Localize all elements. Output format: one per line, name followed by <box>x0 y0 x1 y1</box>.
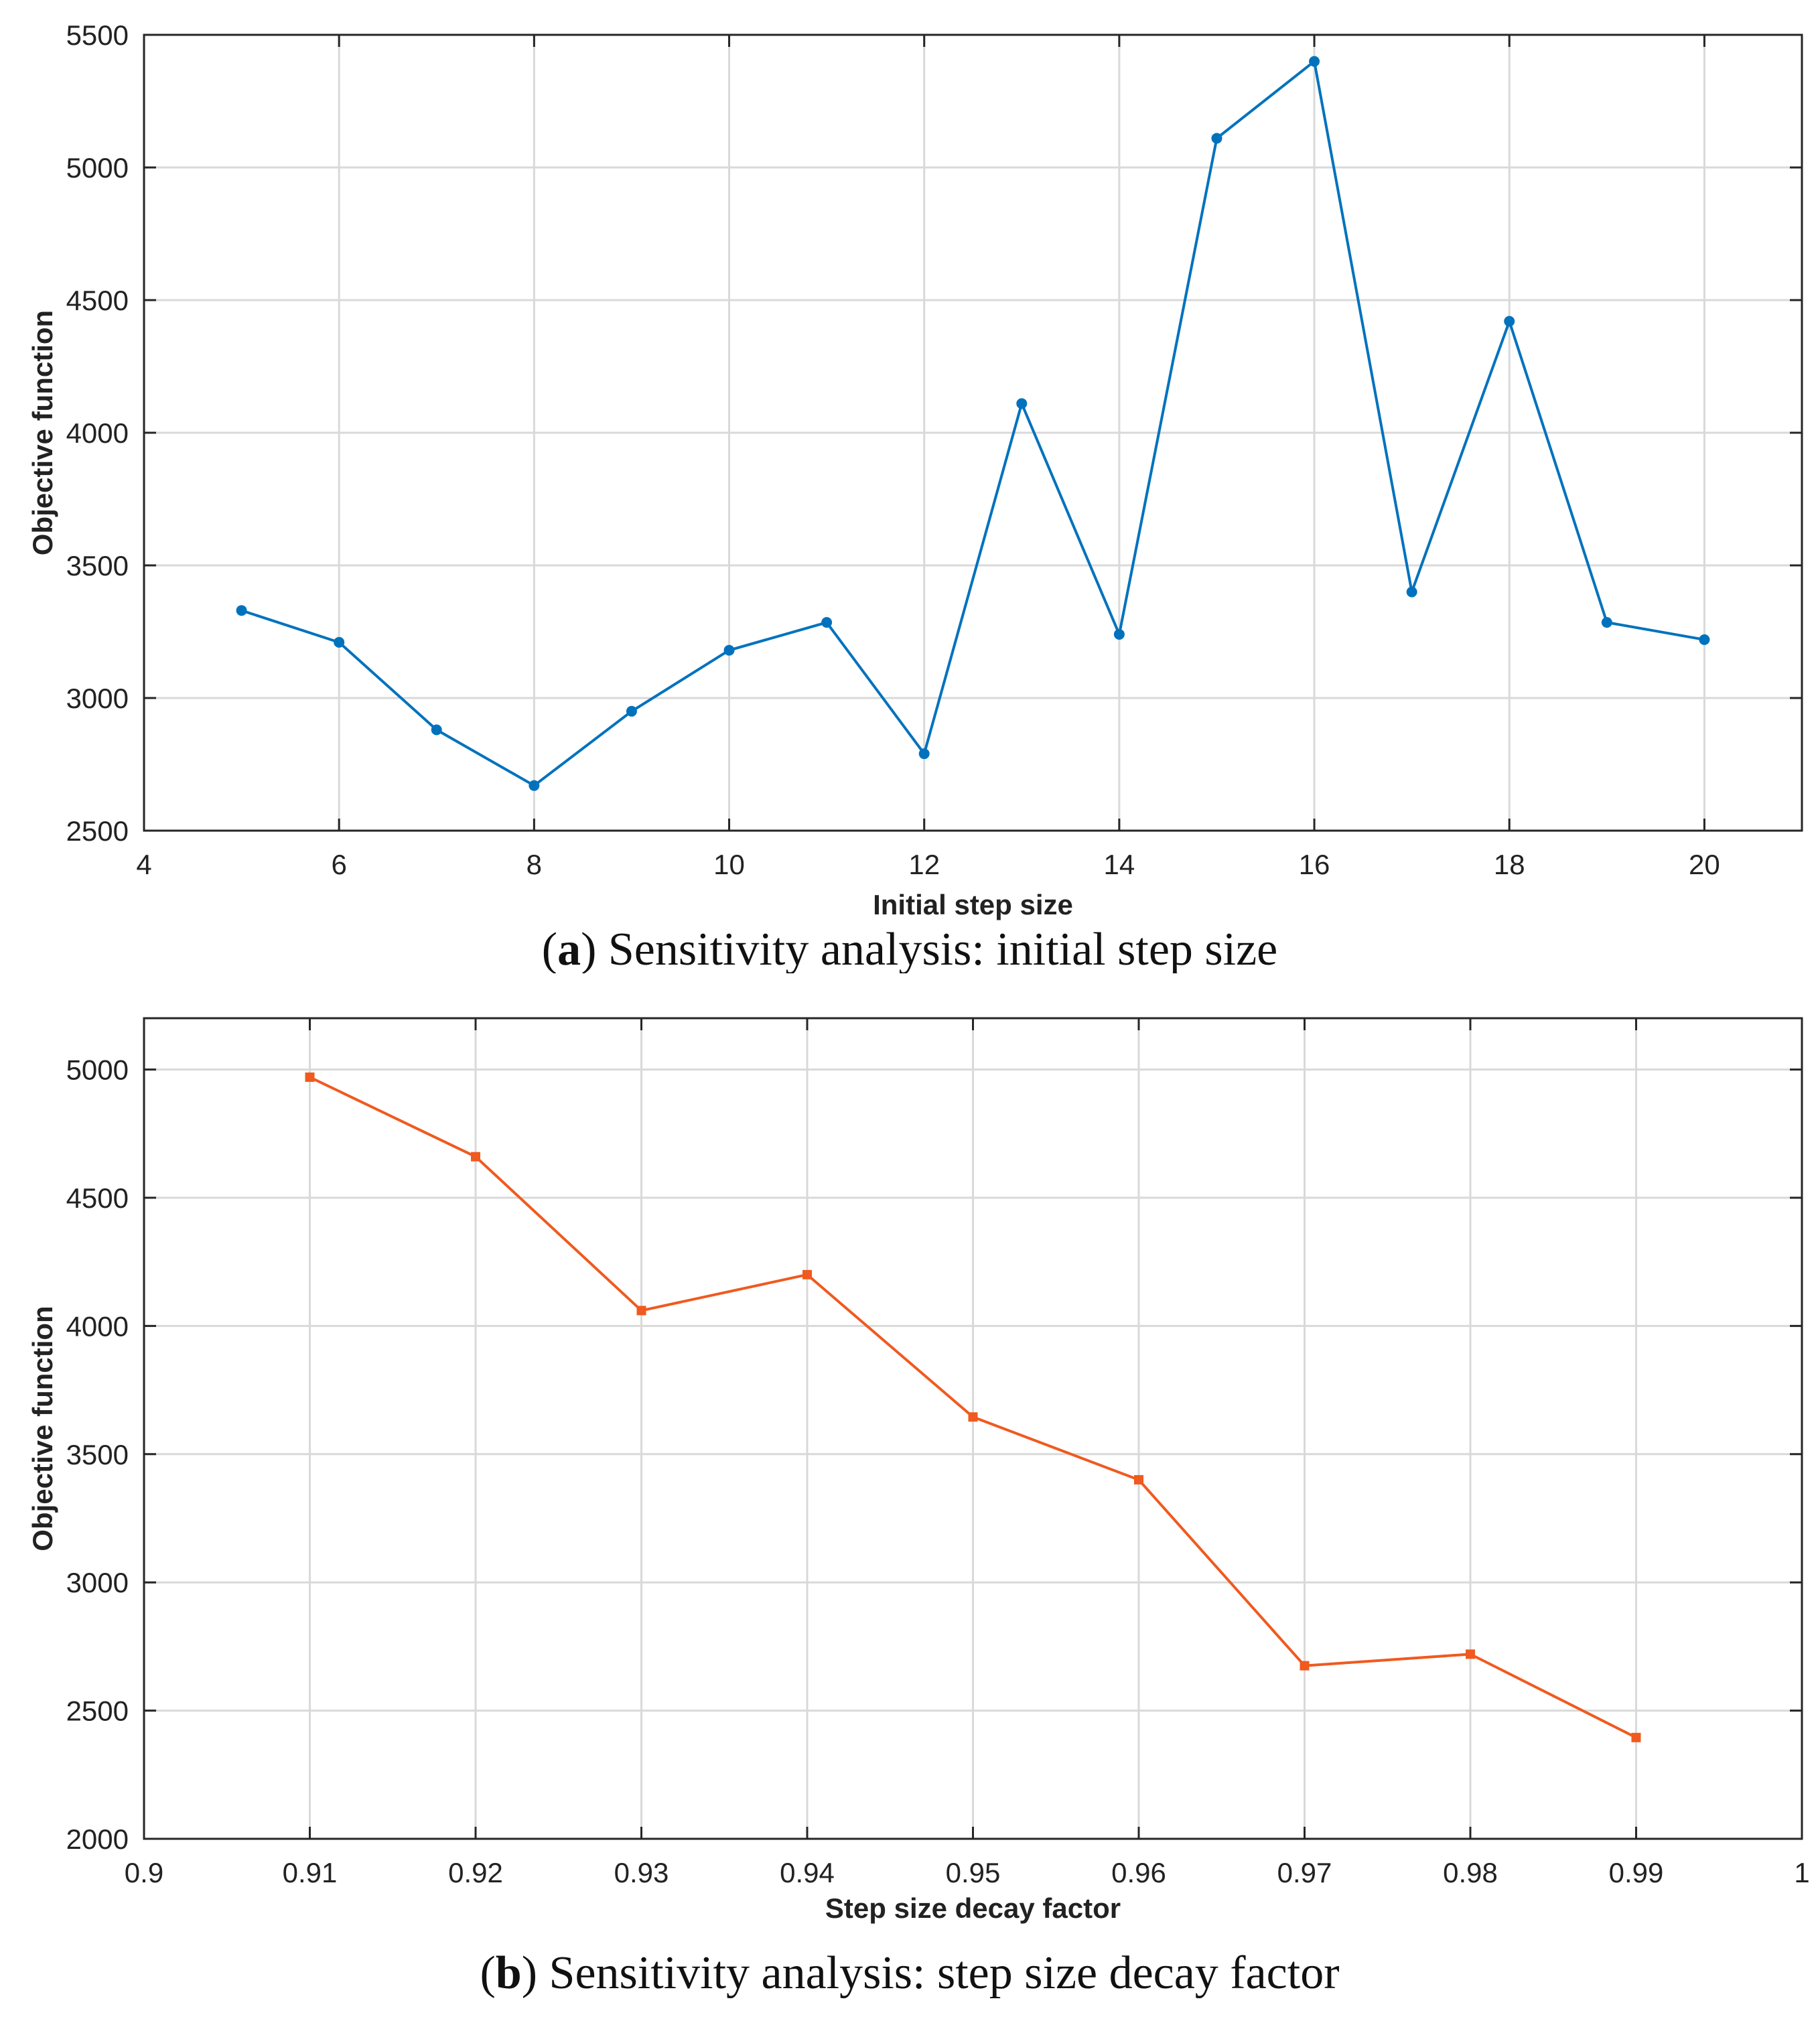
x-tick-label: 0.91 <box>283 1857 338 1888</box>
data-point <box>918 748 930 760</box>
data-point <box>431 724 442 736</box>
y-tick-label: 5500 <box>66 19 129 51</box>
data-point <box>626 705 637 717</box>
caption-letter: b <box>496 1947 522 1999</box>
series <box>305 1072 1641 1742</box>
data-point <box>1113 628 1125 640</box>
data-point <box>1601 617 1612 628</box>
x-tick-label: 1 <box>1794 1857 1809 1888</box>
x-tick-label: 14 <box>1104 849 1135 880</box>
caption-text: Sensitivity analysis: step size decay fa… <box>549 1947 1340 1999</box>
data-point <box>334 636 345 648</box>
plot-area <box>143 33 1803 832</box>
y-axis-title: Objective function <box>27 1306 58 1551</box>
data-point <box>1309 56 1320 67</box>
x-tick-label: 0.94 <box>780 1857 835 1888</box>
x-tick-label: 0.98 <box>1443 1857 1498 1888</box>
y-tick-label: 5000 <box>66 152 129 184</box>
data-point <box>1466 1649 1475 1659</box>
y-axis-title: Objective function <box>27 310 58 555</box>
data-point <box>968 1412 978 1422</box>
x-tick-labels: 0.9 0.91 0.92 0.93 0.94 0.95 0.96 0.97 0.98 0.99 1 <box>125 1857 1810 1888</box>
data-point <box>821 617 833 628</box>
x-tick-label: 20 <box>1689 849 1720 880</box>
x-tick-label: 10 <box>713 849 745 880</box>
x-tick-label: 0.96 <box>1111 1857 1166 1888</box>
data-point <box>1211 133 1222 144</box>
data-point <box>1504 316 1515 327</box>
y-tick-label: 4500 <box>66 1182 129 1214</box>
grid-lines <box>144 1018 1803 1839</box>
x-tick-label: 0.95 <box>946 1857 1001 1888</box>
caption: (a) Sensitivity analysis: initial step s… <box>542 924 1277 973</box>
y-tick-label: 3500 <box>66 1439 129 1470</box>
y-tick-label: 4000 <box>66 1310 129 1342</box>
data-point <box>471 1152 480 1162</box>
y-tick-label: 2000 <box>66 1823 129 1855</box>
y-tick-label: 4500 <box>66 285 129 316</box>
caption-letter: a <box>557 924 581 973</box>
y-tick-label: 2500 <box>66 815 129 847</box>
x-tick-label: 16 <box>1299 849 1330 880</box>
x-tick-label: 18 <box>1494 849 1525 880</box>
x-tick-label: 6 <box>331 849 346 880</box>
data-point <box>1631 1732 1641 1742</box>
data-point <box>1406 586 1417 598</box>
data-point <box>529 780 540 791</box>
data-point <box>636 1306 646 1316</box>
y-tick-label: 3000 <box>66 1567 129 1598</box>
caption-text: Sensitivity analysis: initial step size <box>608 924 1277 973</box>
x-tick-label: 4 <box>136 849 151 880</box>
data-point <box>1134 1475 1143 1485</box>
series-line <box>240 60 1705 787</box>
x-axis-title: Step size decay factor <box>825 1892 1121 1924</box>
x-tick-label: 0.93 <box>614 1857 669 1888</box>
data-point <box>236 605 247 616</box>
data-point <box>802 1269 812 1279</box>
data-point <box>1699 634 1710 645</box>
data-point <box>1016 398 1028 409</box>
data-point <box>305 1072 315 1083</box>
x-tick-labels: 4 6 8 10 12 14 16 18 20 <box>136 849 1720 880</box>
x-tick-label: 0.9 <box>125 1857 163 1888</box>
data-point <box>723 644 735 656</box>
y-tick-label: 2500 <box>66 1695 129 1727</box>
y-tick-label: 3500 <box>66 550 129 581</box>
caption: (b) Sensitivity analysis: step size deca… <box>480 1947 1339 1999</box>
x-tick-label: 0.99 <box>1609 1857 1664 1888</box>
series <box>236 56 1710 791</box>
y-tick-label: 4000 <box>66 417 129 449</box>
x-tick-label: 12 <box>908 849 940 880</box>
plot-area <box>143 1017 1803 1840</box>
chart-b: 0.9 0.91 0.92 0.93 0.94 0.95 0.96 0.97 0.98 0.99 1… <box>27 1017 1810 1999</box>
y-tick-label: 5000 <box>66 1054 129 1086</box>
chart-a: 4 6 8 10 12 14 16 18 20 2500 3000 3500 4000 4500 5000… <box>27 19 1803 973</box>
y-tick-labels: 2500 3000 3500 4000 4500 5000 5500 <box>66 19 129 847</box>
y-tick-labels: 2000 2500 3000 3500 4000 4500 5000 <box>66 1054 129 1855</box>
grid-lines <box>144 33 1802 831</box>
data-point <box>1300 1661 1310 1671</box>
x-tick-label: 8 <box>527 849 542 880</box>
x-tick-label: 0.97 <box>1277 1857 1332 1888</box>
y-tick-label: 3000 <box>66 683 129 714</box>
x-tick-label: 0.92 <box>448 1857 503 1888</box>
x-axis-title: Initial step size <box>873 889 1073 920</box>
